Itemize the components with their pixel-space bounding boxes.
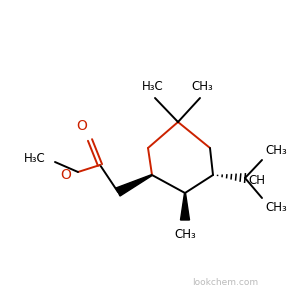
Text: CH: CH — [248, 173, 265, 187]
Polygon shape — [181, 193, 190, 220]
Text: H₃C: H₃C — [142, 80, 164, 93]
Text: lookchem.com: lookchem.com — [192, 278, 258, 287]
Text: CH₃: CH₃ — [265, 144, 287, 157]
Text: O: O — [76, 119, 87, 133]
Polygon shape — [116, 175, 152, 196]
Text: CH₃: CH₃ — [265, 201, 287, 214]
Text: CH₃: CH₃ — [174, 228, 196, 241]
Text: O: O — [60, 168, 71, 182]
Text: H₃C: H₃C — [24, 152, 46, 166]
Text: CH₃: CH₃ — [191, 80, 213, 93]
